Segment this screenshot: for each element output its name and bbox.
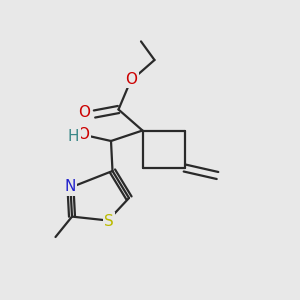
Text: N: N	[64, 179, 76, 194]
Text: O: O	[77, 127, 89, 142]
Text: O: O	[78, 105, 90, 120]
Text: S: S	[104, 214, 114, 229]
Text: O: O	[125, 72, 137, 87]
Text: H: H	[68, 129, 80, 144]
